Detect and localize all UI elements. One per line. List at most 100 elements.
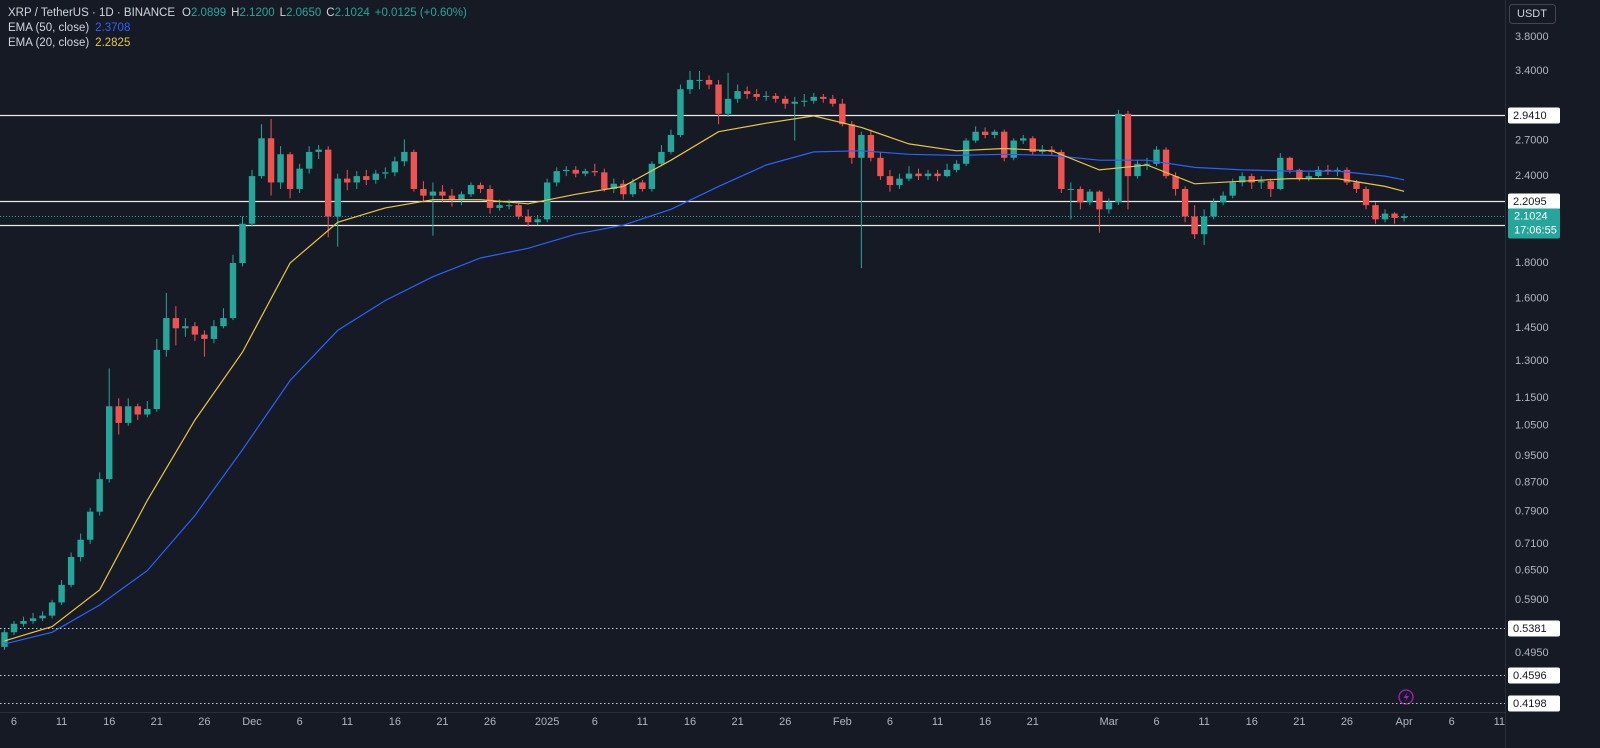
candle-body: [144, 408, 151, 415]
candle-body: [515, 205, 522, 217]
x-tick-label: 11: [637, 716, 648, 728]
candle-body: [496, 205, 503, 208]
candle-body: [686, 79, 694, 90]
candle-body: [458, 194, 465, 200]
candle-body: [563, 169, 570, 172]
candle-body: [1210, 202, 1217, 217]
x-tick-label: Dec: [242, 716, 262, 728]
candle-body: [1372, 205, 1379, 220]
level-label-box: [1508, 695, 1560, 712]
candle-body: [572, 169, 579, 174]
candle-body: [439, 191, 446, 196]
ema-line: [4, 150, 1405, 645]
level-label: 2.9410: [1513, 110, 1547, 122]
candle-body: [1067, 188, 1075, 190]
y-tick-label: 1.6000: [1515, 292, 1549, 304]
candle-body: [48, 602, 56, 616]
candle-body: [639, 182, 646, 189]
candle-body: [696, 79, 703, 81]
candle-body: [981, 131, 989, 136]
candle-body: [448, 195, 456, 200]
ohlc-key: L: [280, 7, 287, 19]
plot-area: [0, 70, 1505, 704]
ohlc-value: 2.0650: [286, 7, 321, 19]
candle-body: [486, 188, 494, 208]
candle-body: [972, 131, 979, 141]
candle-body: [1286, 157, 1294, 170]
y-tick-label: 3.4000: [1515, 65, 1549, 77]
candle-body: [601, 172, 608, 189]
x-tick-label: 11: [56, 716, 67, 728]
alert-icon[interactable]: [1398, 689, 1414, 705]
candle-body: [620, 183, 627, 195]
y-tick-label: 0.4950: [1515, 647, 1549, 659]
candle-body: [648, 163, 656, 189]
alert-icon-ring: [1398, 689, 1414, 705]
candle-body: [29, 618, 37, 622]
candle-body: [877, 157, 884, 177]
x-tick-label: 11: [342, 716, 353, 728]
candle-body: [467, 185, 475, 195]
ohlc-value: 2.1024: [335, 7, 371, 19]
ohlc-key: O: [182, 7, 191, 19]
candle-body: [610, 183, 618, 189]
candle-body: [286, 154, 294, 189]
candle-body: [239, 223, 246, 263]
candle-body: [782, 98, 789, 104]
candle-body: [324, 149, 332, 217]
countdown-label: 17:06:55: [1514, 224, 1557, 236]
x-tick-label: 6: [11, 716, 17, 728]
level-label-box: [1508, 620, 1560, 637]
candle-body: [1296, 169, 1303, 179]
candle-body: [1400, 216, 1408, 218]
candle-body: [267, 138, 275, 183]
candle-body: [543, 182, 551, 220]
candle-body: [10, 623, 18, 633]
candle-body: [829, 98, 837, 104]
candle-body: [858, 135, 865, 158]
candle-body: [58, 584, 65, 603]
y-tick-label: 1.4500: [1515, 322, 1549, 334]
candle-body: [1258, 181, 1265, 183]
candle-body: [153, 349, 161, 409]
x-tick-label: 6: [1153, 716, 1159, 728]
ohlc-value: 2.0899: [191, 7, 226, 19]
candle-body: [791, 101, 798, 104]
candle-body: [1239, 176, 1246, 183]
indicator-value: 2.3708: [95, 22, 130, 34]
indicator-name: EMA (20, close): [8, 37, 89, 49]
candle-body: [943, 169, 951, 177]
candle-body: [1096, 191, 1103, 210]
indicator-line: EMA (50, close) 2.3708: [8, 22, 130, 34]
candle-body: [201, 334, 208, 339]
x-tick-label: 16: [389, 716, 401, 728]
x-tick-label: 16: [1246, 716, 1258, 728]
candle-body: [1343, 169, 1351, 183]
candle-body: [1219, 195, 1227, 203]
candle-body: [248, 176, 256, 224]
candle-body: [1077, 188, 1084, 203]
x-tick-label: 26: [1341, 716, 1353, 728]
symbol-title: XRP / TetherUS · 1D · BINANCE: [8, 7, 175, 19]
candle-body: [39, 615, 46, 619]
currency-box[interactable]: [1509, 4, 1556, 24]
candle-body: [1391, 213, 1398, 218]
candle-body: [210, 326, 218, 339]
candle-body: [867, 135, 875, 158]
candle-body: [77, 539, 84, 557]
x-tick-label: 6: [887, 716, 893, 728]
candle-body: [67, 556, 75, 585]
x-tick-label: 21: [1293, 716, 1305, 728]
candle-body: [953, 163, 960, 170]
candle-body: [1229, 182, 1236, 196]
x-tick-label: 26: [779, 716, 791, 728]
candle-body: [1124, 113, 1132, 177]
candle-body: [125, 406, 132, 423]
x-tick-label: 16: [979, 716, 991, 728]
candle-body: [1, 632, 8, 647]
candle-body: [629, 182, 637, 195]
last-price-box: [1508, 208, 1560, 239]
candle-body: [353, 176, 360, 183]
candle-body: [191, 326, 199, 335]
